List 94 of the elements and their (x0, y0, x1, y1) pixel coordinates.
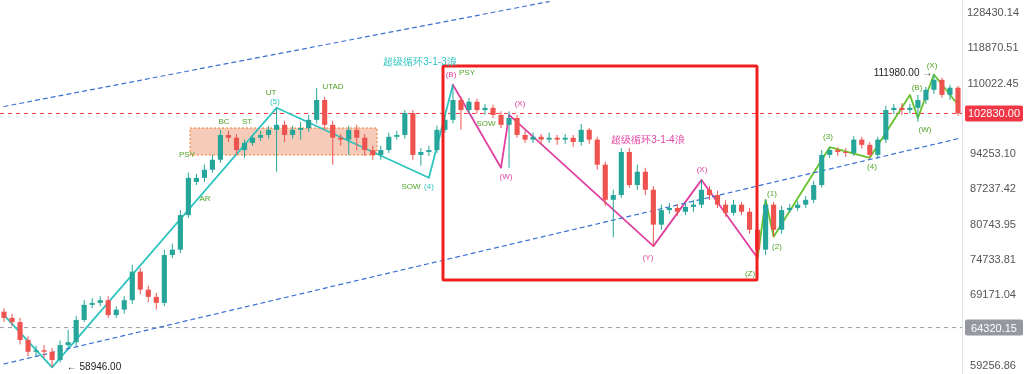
annotation: UT (265, 88, 277, 97)
candlestick (915, 94, 921, 123)
annotation: (Z) (744, 269, 756, 278)
y-tick-label: 74733.81 (970, 253, 1016, 266)
ref-line-label: 64320.15 (971, 321, 1017, 334)
annotation: SOW (401, 182, 421, 191)
annotation: ST (241, 117, 253, 126)
candlestick (546, 132, 552, 144)
y-tick-label: 128430.14 (967, 5, 1019, 18)
candlestick (530, 132, 536, 144)
candlestick (851, 135, 857, 157)
y-tick-label: 59256.86 (970, 359, 1016, 371)
candlestick (41, 344, 47, 359)
candlestick (746, 207, 753, 235)
annotation: UTAD (322, 82, 344, 91)
annotation: (W) (918, 125, 932, 134)
candlestick (450, 84, 456, 124)
candlestick (506, 110, 512, 169)
candlestick (282, 120, 288, 143)
candlestick (907, 103, 913, 115)
candlestick (17, 317, 23, 345)
ref-line-label: 102830.00 (968, 107, 1020, 120)
candlestick (642, 167, 648, 196)
annotation: PSY (458, 68, 476, 77)
candlestick (482, 103, 488, 116)
candlestick (610, 189, 616, 238)
annotation: (X) (696, 165, 708, 174)
annotation: 超级循环3-1-3浪 (383, 56, 457, 67)
candlestick (274, 107, 280, 173)
candlestick (931, 74, 937, 95)
candlestick (314, 87, 320, 124)
annotation: ← 58946.00 (66, 361, 122, 372)
annotation: (Y) (642, 253, 654, 262)
annotation: (4) (424, 182, 435, 191)
candlestick (241, 139, 248, 159)
candlestick (875, 136, 881, 159)
candlestick (137, 267, 143, 295)
candlestick (57, 340, 63, 363)
annotation: (1) (767, 189, 778, 198)
candlestick (9, 313, 15, 327)
candlestick (1, 307, 7, 323)
annotation: (W) (499, 172, 513, 181)
candlestick (811, 180, 817, 204)
candlestick (49, 347, 55, 368)
candlestick (105, 295, 111, 319)
candlestick (658, 204, 664, 231)
annotation: (3) (823, 132, 834, 141)
candlestick (386, 132, 392, 154)
annotation: (4) (867, 162, 878, 171)
candlestick (538, 133, 544, 145)
candlestick (698, 179, 705, 209)
candlestick (81, 299, 87, 323)
annotation: BC (218, 117, 230, 126)
annotation: SOW (476, 119, 496, 128)
candlestick (939, 77, 945, 99)
y-tick-label: 80743.95 (970, 217, 1016, 230)
candlestick (362, 133, 368, 157)
annotation: 超级循环3-1-4浪 (611, 134, 685, 145)
candlestick (522, 130, 528, 144)
annotation: (X) (514, 99, 526, 108)
annotation: AR (199, 194, 211, 203)
y-tick-label: 110022.45 (967, 76, 1019, 89)
candlestick (891, 103, 897, 115)
candlestick (418, 147, 424, 167)
annotation: (2) (772, 242, 783, 251)
candlestick (514, 114, 520, 139)
candlestick (578, 123, 584, 147)
candlestick (458, 96, 464, 131)
candlestick (490, 104, 496, 119)
candlestick (346, 125, 352, 156)
candlestick (426, 145, 432, 157)
candlestick (947, 84, 953, 101)
annotation: PSY (178, 150, 196, 159)
annotation: (B) (911, 83, 923, 92)
candlestick (33, 345, 39, 357)
candlestick (402, 109, 408, 140)
candlestick (899, 102, 905, 116)
candlestick (73, 315, 79, 347)
candlestick (65, 329, 71, 349)
candlestick (434, 125, 440, 154)
annotation: (5) (270, 97, 281, 106)
candlestick (330, 120, 336, 166)
annotation: (B) (445, 70, 457, 79)
candlestick (779, 205, 785, 235)
y-tick-label: 118870.51 (967, 41, 1019, 54)
y-tick-label: 69171.04 (970, 288, 1016, 301)
candlestick (466, 97, 472, 115)
candlestick (233, 133, 240, 156)
candlestick (354, 124, 360, 151)
candlestick (474, 98, 480, 115)
candlestick (25, 335, 31, 357)
y-tick-label: 94253.10 (970, 147, 1016, 160)
y-tick-label: 87237.42 (970, 182, 1016, 195)
candlestick (634, 164, 640, 191)
